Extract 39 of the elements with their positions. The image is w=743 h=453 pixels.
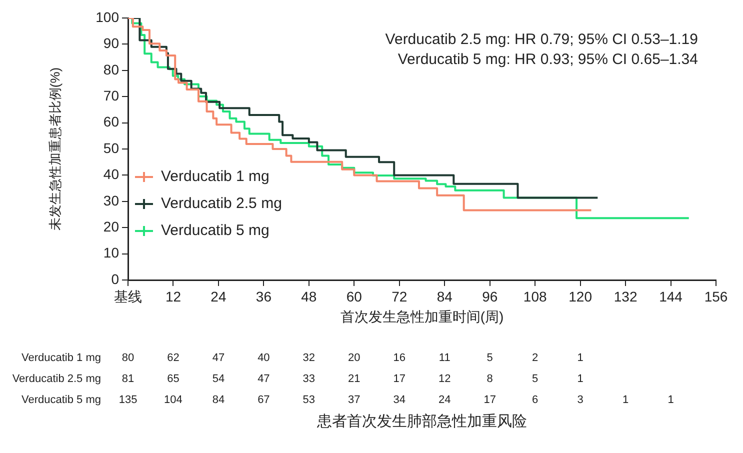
annotation: Verducatib 2.5 mg: HR 0.79; 95% CI 0.53–1.19 (385, 31, 698, 48)
x-tick-label: 84 (436, 288, 453, 304)
x-tick-label: 108 (523, 288, 547, 304)
text: 患者首次发生肺部急性加重风险 (316, 413, 527, 430)
text: Verducatib 5 mg (22, 394, 101, 406)
y-tick-label: 80 (103, 61, 120, 78)
x-tick-label: 基线 (114, 288, 142, 304)
x-tick-label: 120 (568, 288, 592, 304)
text: Verducatib 1 mg (22, 352, 101, 364)
y-tick-label: 10 (103, 244, 120, 261)
x-tick-label: 96 (482, 288, 498, 304)
legend-label: Verducatib 1 mg (161, 168, 270, 185)
x-tick-label: 36 (256, 288, 272, 304)
x-tick-label: 144 (659, 288, 683, 304)
legend-label: Verducatib 2.5 mg (161, 195, 282, 212)
text: 135 104 84 67 53 37 34 24 17 6 3 1 1 (118, 394, 674, 406)
x-tick-label: 72 (392, 288, 408, 304)
x-axis-title: 首次发生急性加重时间(周) (340, 308, 504, 324)
x-tick-label: 48 (301, 288, 317, 304)
x-tick-label: 132 (614, 288, 638, 304)
x-tick-label: 24 (210, 288, 226, 304)
annotation: Verducatib 5 mg: HR 0.93; 95% CI 0.65–1.34 (398, 51, 698, 68)
text: Verducatib 2.5 mg (12, 373, 101, 386)
y-tick-label: 50 (103, 140, 120, 156)
y-tick-label: 40 (103, 166, 120, 182)
legend-label: Verducatib 5 mg (161, 222, 270, 239)
text: 80 62 47 40 32 20 16 11 5 2 1 (122, 352, 584, 364)
y-tick-label: 100 (96, 8, 120, 25)
y-tick-label: 90 (103, 35, 120, 52)
y-tick-label: 20 (103, 218, 120, 234)
x-tick-label: 60 (346, 288, 362, 304)
y-tick-label: 60 (103, 114, 120, 130)
x-tick-label: 156 (704, 288, 728, 304)
text: 81 65 54 47 33 21 17 12 8 5 1 (122, 373, 584, 386)
y-tick-label: 30 (103, 192, 120, 208)
y-tick-label: 0 (111, 270, 120, 287)
y-tick-label: 70 (103, 87, 120, 104)
x-tick-label: 12 (165, 288, 182, 304)
y-axis-title: 未发生急性加重患者比例(%) (47, 67, 62, 231)
